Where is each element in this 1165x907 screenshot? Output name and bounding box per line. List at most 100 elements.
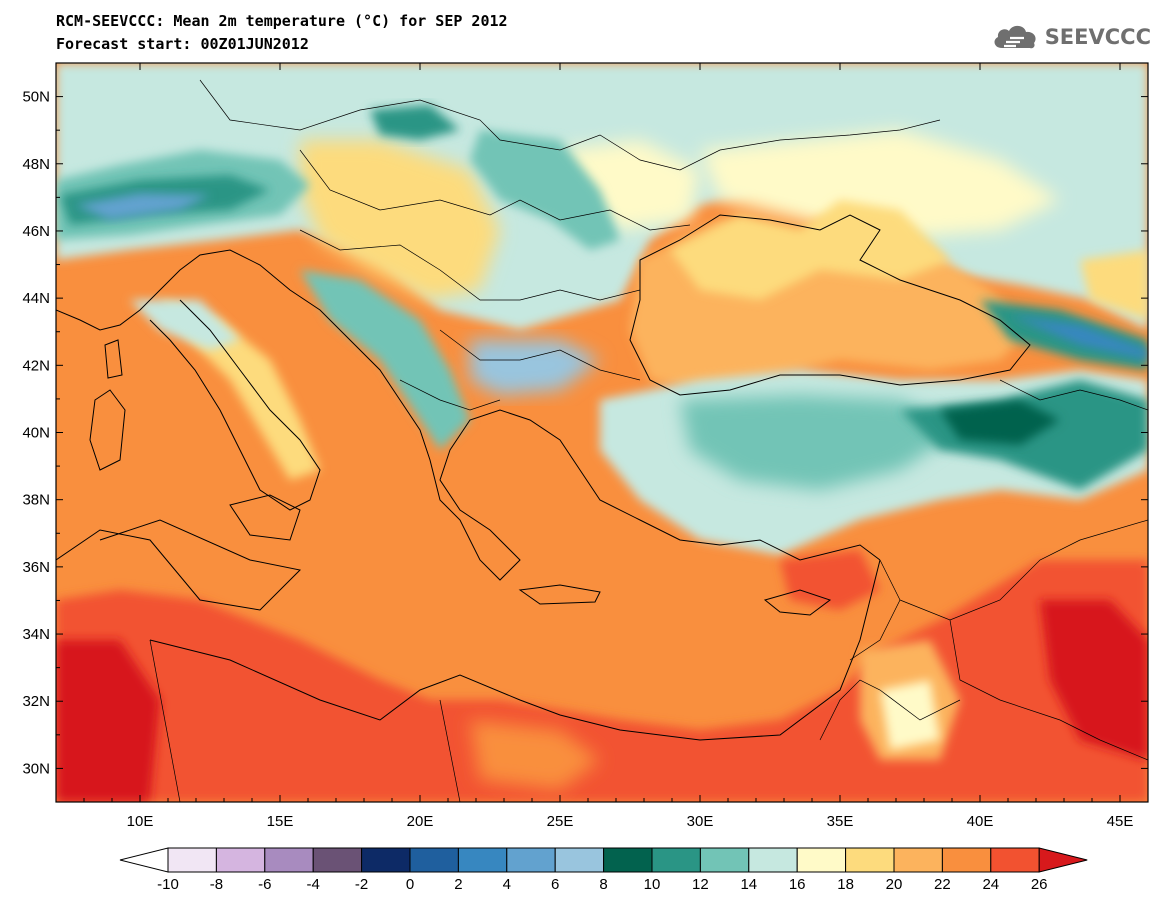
lon-tick-label: 25E bbox=[547, 813, 574, 830]
border-north bbox=[199, 79, 941, 171]
pannonian-warm-field bbox=[300, 140, 500, 300]
carpathians-field bbox=[470, 130, 620, 250]
lon-tick-label: 10E bbox=[127, 813, 154, 830]
colorbar-swatch bbox=[893, 847, 943, 873]
colorbar-label: 2 bbox=[454, 876, 462, 893]
black-sea-coast bbox=[629, 214, 1031, 396]
seevccc-logo: SEEVCCC bbox=[990, 22, 1151, 52]
colorbar-swatch bbox=[796, 847, 847, 873]
border-balkan bbox=[299, 229, 641, 301]
caucasus-peak-field bbox=[1010, 315, 1148, 360]
border-syria bbox=[899, 519, 1148, 621]
lat-tick-label: 34N bbox=[22, 626, 50, 643]
lat-tick-label: 44N bbox=[22, 290, 50, 307]
latitude-axis: 30N 32N 34N 36N 38N 40N 42N 44N 46N 48N 50N bbox=[22, 62, 1148, 803]
border-greece bbox=[399, 379, 501, 411]
alps-peak-field bbox=[75, 193, 210, 220]
colorbar-swatch bbox=[603, 847, 653, 873]
colorbar-swatch bbox=[409, 847, 459, 873]
colorbar-swatch bbox=[554, 847, 605, 873]
adriatic-greece-coast bbox=[56, 249, 881, 581]
italy-coast bbox=[149, 299, 321, 511]
lon-tick-label: 15E bbox=[267, 813, 294, 830]
caspian-field bbox=[1080, 250, 1148, 320]
map-title: RCM-SEEVCCC: Mean 2m temperature (°C) fo… bbox=[56, 12, 508, 30]
colorbar-under-arrow bbox=[119, 847, 169, 873]
libya-field bbox=[470, 720, 600, 790]
colorbar-swatch bbox=[215, 847, 266, 873]
lat-tick-label: 32N bbox=[22, 693, 50, 710]
border-levant bbox=[849, 559, 901, 661]
border-libya-egypt bbox=[439, 699, 461, 802]
tatra-field bbox=[370, 105, 460, 140]
border-caucasus bbox=[999, 379, 1148, 411]
colorbar-label: 16 bbox=[789, 876, 806, 893]
colorbar-label: -4 bbox=[307, 876, 320, 893]
colorbar-label: 4 bbox=[503, 876, 511, 893]
po-valley-field bbox=[130, 300, 240, 350]
lon-tick-label: 35E bbox=[827, 813, 854, 830]
lat-tick-label: 36N bbox=[22, 559, 50, 576]
steppe-field bbox=[700, 130, 1060, 240]
border-south-balkan bbox=[439, 329, 641, 381]
colorbar-over-arrow bbox=[1038, 847, 1088, 873]
temperature-field bbox=[56, 63, 1148, 802]
border-iraq bbox=[949, 619, 1148, 761]
colorbar-label: 10 bbox=[644, 876, 661, 893]
colorbar-label: -8 bbox=[210, 876, 223, 893]
colorbar-label: -2 bbox=[355, 876, 368, 893]
maghreb-very-hot-field bbox=[56, 640, 160, 802]
colorbar-label: -10 bbox=[157, 876, 179, 893]
iraq-very-hot-field bbox=[1040, 600, 1148, 760]
crimea-field bbox=[670, 200, 950, 300]
cloud-icon bbox=[994, 25, 1036, 49]
border-sinai bbox=[819, 679, 961, 741]
border-tunisia-libya bbox=[149, 639, 181, 802]
dinaric-field bbox=[300, 270, 470, 450]
colorbar-label: 6 bbox=[551, 876, 559, 893]
colorbar-swatch bbox=[941, 847, 992, 873]
lon-tick-label: 45E bbox=[1107, 813, 1134, 830]
crete bbox=[518, 584, 601, 605]
coastlines bbox=[56, 214, 1031, 741]
country-borders bbox=[149, 79, 1148, 802]
colorbar-swatch bbox=[264, 847, 314, 873]
cilicia-field bbox=[780, 550, 880, 610]
colorbar-swatch bbox=[312, 847, 363, 873]
colorbar: -10 -8 -6 -4 -2 0 2 4 6 8 10 12 14 16 18 20 22 24 26 bbox=[119, 847, 1088, 893]
longitude-axis: 10E 15E 20E 25E 30E 35E 40E 45E bbox=[55, 63, 1149, 830]
corsica bbox=[104, 339, 123, 379]
lat-tick-label: 38N bbox=[22, 492, 50, 509]
colorbar-label: 14 bbox=[740, 876, 757, 893]
colorbar-label: 24 bbox=[982, 876, 999, 893]
forecast-start-subtitle: Forecast start: 00Z01JUN2012 bbox=[56, 35, 309, 53]
jordan-highland-field bbox=[880, 680, 940, 750]
logo-text: SEEVCCC bbox=[1044, 25, 1151, 49]
colorbar-swatch bbox=[748, 847, 798, 873]
colorbar-label: 22 bbox=[934, 876, 951, 893]
border-central bbox=[299, 149, 691, 231]
colorbar-label: 0 bbox=[406, 876, 414, 893]
sicily bbox=[229, 494, 301, 541]
colorbar-swatch bbox=[990, 847, 1040, 873]
colorbar-swatch bbox=[651, 847, 701, 873]
sardinia bbox=[89, 389, 126, 471]
lat-tick-label: 40N bbox=[22, 425, 50, 442]
east-anatolia-cold-field bbox=[940, 400, 1060, 445]
anatolia-cool-field bbox=[680, 395, 960, 490]
colorbar-swatch bbox=[361, 847, 411, 873]
lat-tick-label: 50N bbox=[22, 89, 50, 106]
lat-tick-label: 46N bbox=[22, 223, 50, 240]
colorbar-label: 8 bbox=[599, 876, 607, 893]
africa-coast bbox=[149, 559, 881, 741]
lon-tick-label: 20E bbox=[407, 813, 434, 830]
cyprus bbox=[763, 589, 832, 616]
colorbar-swatch bbox=[699, 847, 750, 873]
lat-tick-label: 30N bbox=[22, 760, 50, 777]
colorbar-swatch bbox=[506, 847, 556, 873]
colorbar-swatch bbox=[845, 847, 895, 873]
colorbar-swatch bbox=[457, 847, 508, 873]
lat-tick-label: 48N bbox=[22, 156, 50, 173]
colorbar-label: 26 bbox=[1031, 876, 1048, 893]
